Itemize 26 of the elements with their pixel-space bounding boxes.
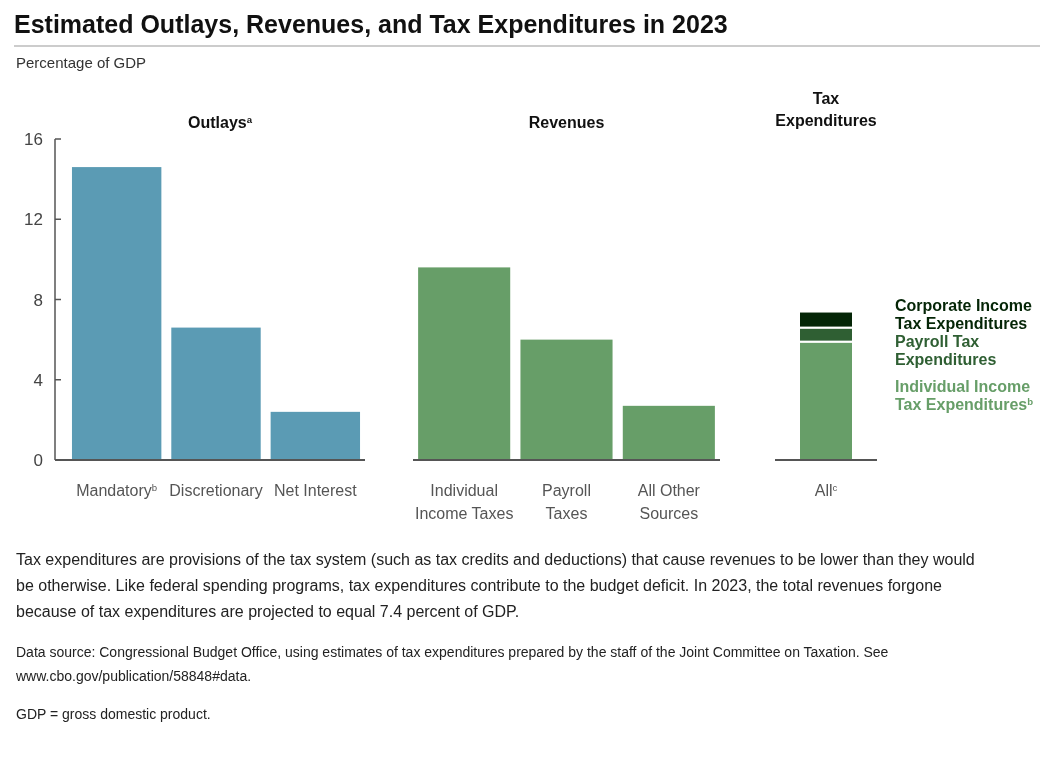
text: Individual Income Tax Expenditures$^{b}$ (895, 377, 1034, 413)
chart-title: Outlays$^{a}$ (187, 113, 253, 131)
x-tick-label: All Other Sources (637, 482, 701, 522)
y-tick-label: 16 (24, 130, 43, 149)
x-tick-label: Mandatory$^{b}$ (76, 481, 158, 499)
chart-title: Tax Expenditures (775, 90, 877, 129)
y-tick-label: 0 (33, 451, 43, 470)
x-tick-label: Payroll Taxes (542, 482, 591, 522)
y-tick-label: 8 (33, 290, 43, 310)
text: Estimated Outlays, Revenues, and Tax Expenditures in 2023 (14, 10, 728, 38)
x-tick-label: Individual Income Taxes (414, 482, 514, 522)
y-tick-label: 4 (33, 370, 43, 390)
x-tick-label: Net Interest (273, 482, 358, 499)
chart-title: Revenues (528, 114, 605, 131)
text: Payroll Tax Expenditures (895, 332, 997, 368)
x-tick-label: Discretionary (169, 482, 263, 499)
text: Corporate Income Tax Expenditures (895, 296, 1033, 332)
bar (71, 167, 162, 460)
text: GDP = gross domestic product. (16, 706, 211, 722)
bar (171, 327, 261, 460)
x-tick-label: All$^{c}$ (814, 481, 838, 499)
y-tick-label: 12 (24, 210, 43, 230)
text: Tax expenditures are provisions of the tax system (such as tax credits and deductions) that cause revenues to be lower than they would be otherwise. Like federal spending programs, tax expenditures contribute to the budget deficit. In 2023, the total revenues forgone because of tax expenditures are projected to equal 7.4 percent of GDP. (16, 551, 975, 620)
source-note: Data source: Congressional Budget Office, using estimates of tax expenditures prepared by the staff of the Joint Committee on Taxation. See www.cbo.gov/publication/58848#data. (15, 644, 889, 684)
bar (270, 411, 361, 460)
y-axis-title: Percentage of GDP (16, 54, 147, 71)
